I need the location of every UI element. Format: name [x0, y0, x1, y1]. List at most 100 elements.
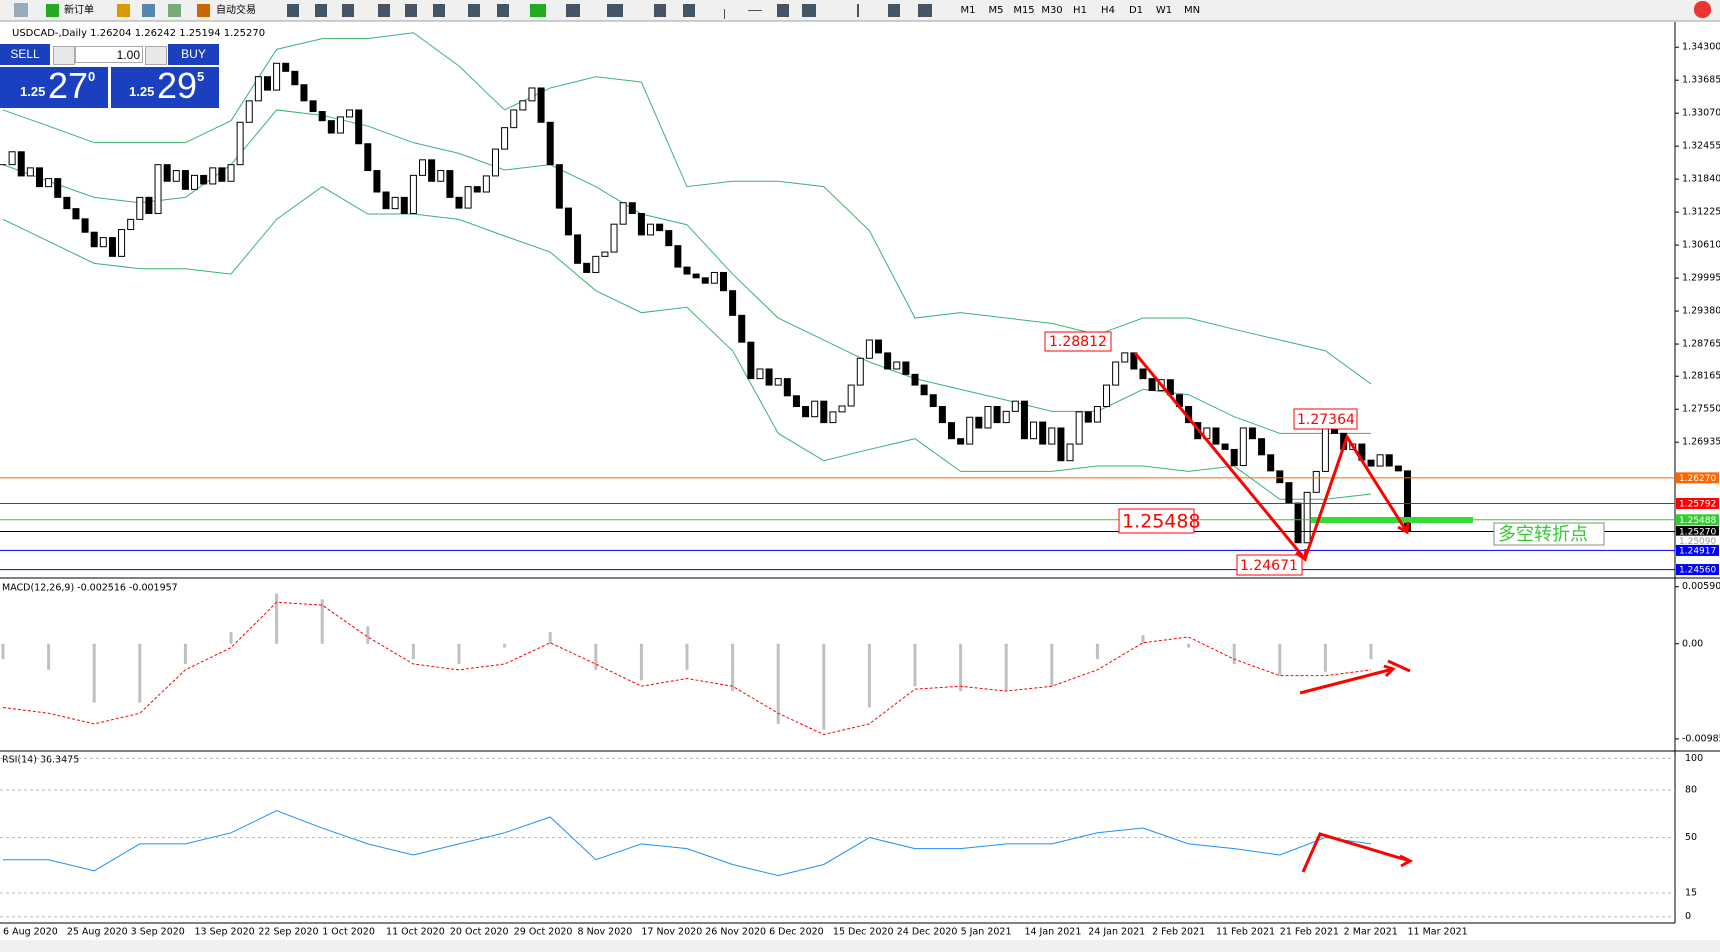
lot-down[interactable]: [53, 46, 75, 65]
toolbar: [0, 0, 1720, 21]
timeframe-button[interactable]: M5: [989, 5, 1004, 16]
candle: [1075, 411, 1083, 445]
candle: [966, 416, 974, 445]
candle: [1057, 427, 1065, 462]
bollinger-band: [2, 186, 1372, 500]
sell-button[interactable]: SELL: [0, 44, 50, 65]
y-tick-label: 0.005908: [1682, 581, 1720, 592]
tabs-strip: [0, 940, 1720, 952]
candle: [1212, 427, 1220, 445]
icon[interactable]: [46, 4, 59, 17]
y-tick-label: 1.31840: [1682, 174, 1720, 185]
candle: [1258, 438, 1266, 456]
toolbar-button[interactable]: 自动交易: [216, 3, 256, 16]
macd-bar: [594, 643, 598, 670]
candle: [373, 170, 381, 193]
candle: [528, 87, 536, 102]
price-big-figure: 1.25: [20, 84, 46, 99]
annotation-box: [1236, 554, 1303, 576]
candle: [911, 373, 919, 386]
macd-bar: [776, 643, 780, 724]
candle: [26, 167, 34, 177]
candle: [765, 368, 773, 386]
macd-bar: [183, 643, 187, 665]
candle: [1248, 427, 1256, 440]
y-tick-label: 1.31225: [1682, 207, 1720, 218]
candle: [1139, 368, 1147, 380]
candle: [1112, 361, 1120, 386]
toolbar-icons: [287, 4, 932, 19]
macd-bar: [822, 643, 826, 730]
candle: [856, 357, 864, 386]
timeframe-button[interactable]: D1: [1129, 5, 1143, 16]
candle: [947, 422, 955, 440]
candle: [993, 406, 1001, 424]
timeframe-button[interactable]: W1: [1156, 5, 1172, 16]
sell-price[interactable]: 1.25 27 0: [0, 65, 108, 108]
y-tick-label: 1.34300: [1682, 42, 1720, 53]
buy-button[interactable]: BUY: [168, 44, 219, 65]
timeframe-button[interactable]: H1: [1073, 5, 1087, 16]
icon[interactable]: [117, 4, 130, 17]
x-tick-label: 14 Jan 2021: [1024, 927, 1081, 938]
candle: [200, 174, 208, 185]
candle: [163, 164, 171, 182]
candle: [902, 361, 910, 375]
macd-bar: [1232, 643, 1236, 665]
annotation-box: [1118, 508, 1195, 534]
candle: [811, 400, 819, 418]
timeframe-button[interactable]: M15: [1013, 5, 1034, 16]
candle: [564, 207, 572, 236]
icon[interactable]: [14, 3, 28, 17]
x-tick-label: 3 Sep 2020: [131, 927, 185, 938]
price-tag: [1676, 472, 1719, 484]
candle: [17, 151, 25, 177]
price-tag-label: 1.24560: [1679, 566, 1716, 576]
candle: [336, 116, 344, 134]
rsi-line: [3, 810, 1372, 877]
timeframe-button[interactable]: H4: [1101, 5, 1115, 16]
icon[interactable]: [197, 4, 210, 17]
support-zone: [1311, 517, 1473, 523]
x-tick-label: 24 Jan 2021: [1088, 927, 1145, 938]
y-tick-label: 1.33685: [1682, 75, 1720, 86]
x-tick-label: 29 Oct 2020: [514, 927, 573, 938]
candle: [282, 62, 290, 72]
icon[interactable]: [142, 4, 155, 17]
candle: [218, 167, 226, 182]
toolbar-button[interactable]: 新订单: [64, 3, 94, 16]
x-tick-label: 17 Nov 2020: [641, 927, 702, 938]
annotations: 1.28812 1.27364 1.25488 1.24671 多空转折点: [1044, 331, 1605, 873]
macd-bar: [503, 643, 507, 648]
candle: [191, 174, 199, 190]
candle: [473, 186, 481, 193]
candle: [628, 202, 636, 214]
icon[interactable]: [168, 4, 181, 17]
notification-icon[interactable]: [1694, 1, 1711, 18]
macd-bar: [366, 626, 370, 644]
annotation-box: [1293, 408, 1358, 430]
lot-input[interactable]: 1.00: [75, 46, 143, 63]
candle: [929, 394, 937, 408]
candle: [619, 202, 627, 225]
timeframe-button[interactable]: M1: [961, 5, 976, 16]
price-tag-label: 1.24917: [1679, 546, 1716, 556]
price-big-figure: 1.25: [129, 84, 155, 99]
timeframe-button[interactable]: MN: [1184, 5, 1200, 16]
candle: [136, 196, 144, 220]
lot-up[interactable]: [145, 46, 167, 65]
candle: [583, 262, 591, 273]
candle: [154, 164, 162, 214]
y-tick-label: 0: [1685, 911, 1691, 922]
y-tick-label: 1.29380: [1682, 306, 1720, 317]
candle: [555, 164, 563, 209]
candle: [774, 378, 782, 386]
timeframe-button[interactable]: M30: [1041, 5, 1062, 16]
x-tick-label: 21 Feb 2021: [1280, 927, 1339, 938]
buy-price[interactable]: 1.25 29 5: [111, 65, 219, 108]
macd-bar: [92, 643, 96, 703]
candle: [227, 164, 235, 182]
price-tag: [1676, 544, 1719, 556]
indicator-title: MACD(12,26,9) -0.002516 -0.001957: [2, 583, 178, 594]
y-tick-label: 80: [1685, 785, 1697, 796]
